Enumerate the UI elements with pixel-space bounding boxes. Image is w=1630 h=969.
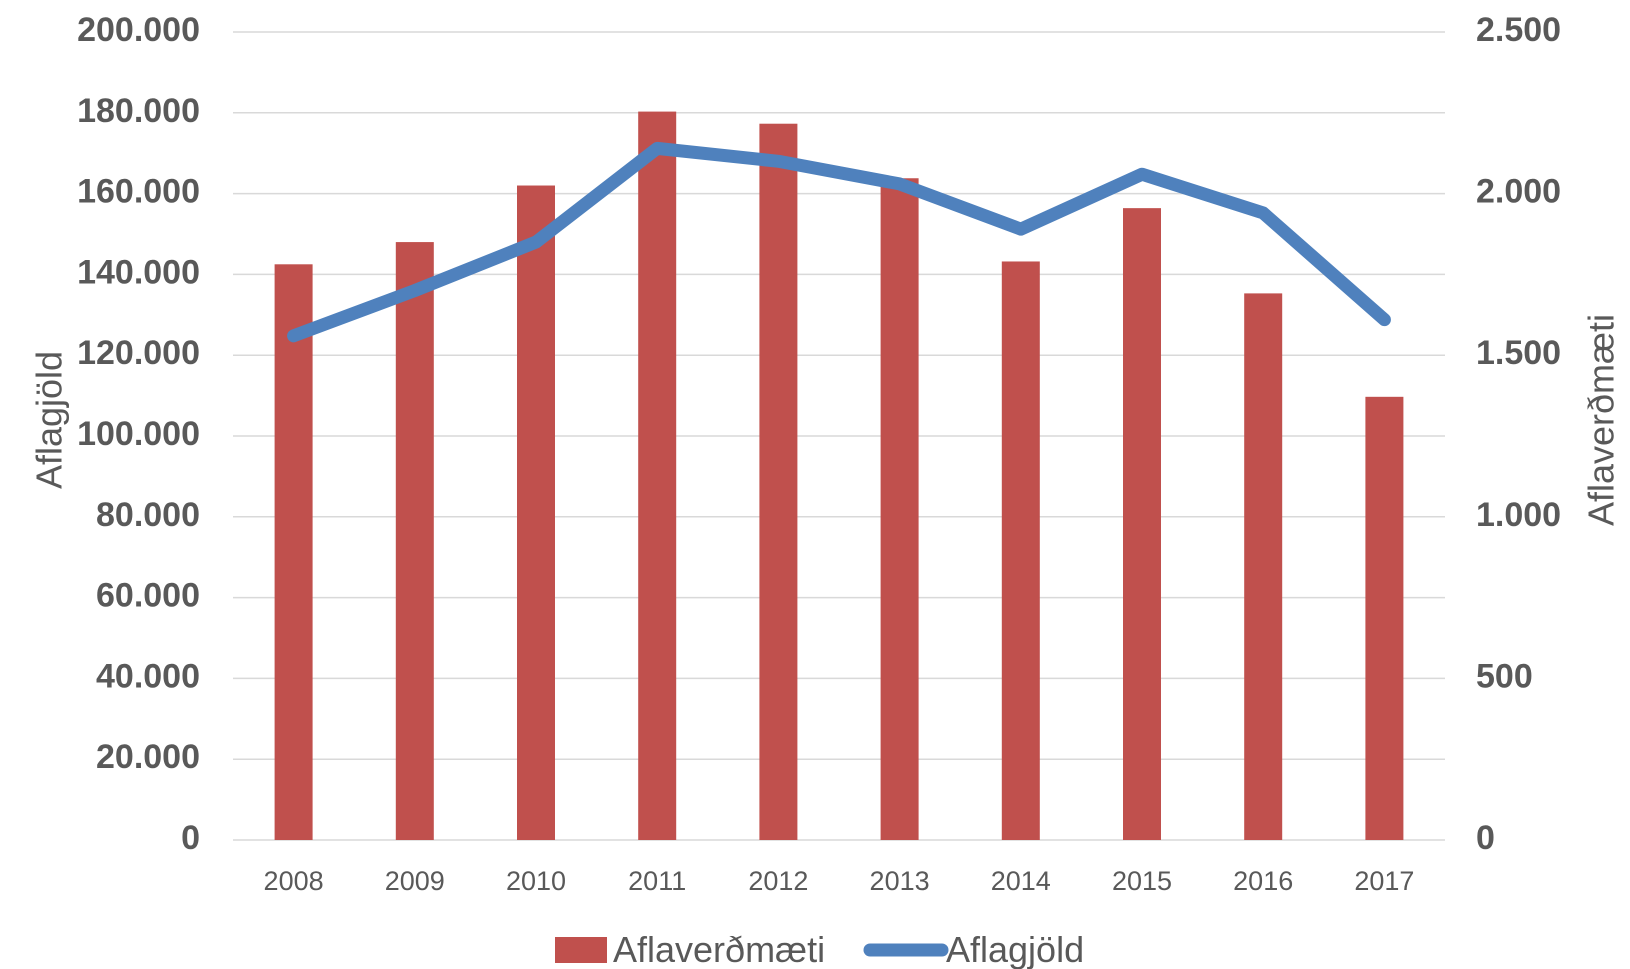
left-tick-label: 60.000 bbox=[96, 577, 200, 615]
right-tick-label: 2.000 bbox=[1476, 173, 1561, 211]
x-tick-label: 2010 bbox=[506, 866, 566, 896]
right-tick-label: 1.000 bbox=[1476, 496, 1561, 534]
x-tick-label: 2013 bbox=[870, 866, 930, 896]
left-tick-label: 140.000 bbox=[77, 253, 200, 291]
x-tick-label: 2014 bbox=[991, 866, 1051, 896]
left-tick-label: 40.000 bbox=[96, 657, 200, 695]
bar-series bbox=[275, 112, 1404, 840]
bar bbox=[517, 186, 555, 840]
right-axis-ticks: 0 500 1.000 1.500 2.000 2.500 bbox=[1476, 11, 1561, 857]
x-tick-label: 2015 bbox=[1112, 866, 1172, 896]
bar bbox=[759, 124, 797, 840]
bar bbox=[881, 178, 919, 840]
left-axis-ticks: 0 20.000 40.000 60.000 80.000 100.000 120.000 1… bbox=[77, 11, 200, 857]
left-axis-title: Aflagjöld bbox=[29, 351, 70, 489]
x-tick-label: 2017 bbox=[1354, 866, 1414, 896]
right-tick-label: 1.500 bbox=[1476, 334, 1561, 372]
x-tick-label: 2016 bbox=[1233, 866, 1293, 896]
legend-label-line: Aflagjöld bbox=[946, 929, 1084, 969]
bar bbox=[638, 112, 676, 840]
bar bbox=[396, 242, 434, 840]
left-tick-label: 120.000 bbox=[77, 334, 200, 372]
bar bbox=[1244, 293, 1282, 840]
line-series-path bbox=[294, 148, 1385, 335]
right-tick-label: 0 bbox=[1476, 819, 1495, 857]
left-tick-label: 0 bbox=[181, 819, 200, 857]
bar bbox=[1002, 261, 1040, 840]
legend: Aflaverðmæti Aflagjöld bbox=[555, 929, 1084, 969]
left-tick-label: 20.000 bbox=[96, 738, 200, 776]
x-tick-label: 2008 bbox=[264, 866, 324, 896]
right-tick-label: 2.500 bbox=[1476, 11, 1561, 49]
left-tick-label: 180.000 bbox=[77, 92, 200, 130]
left-tick-label: 200.000 bbox=[77, 11, 200, 49]
left-tick-label: 160.000 bbox=[77, 173, 200, 211]
legend-swatch-bar bbox=[555, 937, 607, 963]
right-tick-label: 500 bbox=[1476, 657, 1533, 695]
x-axis-ticks: 2008 2009 2010 2011 2012 2013 2014 2015 2016 2017 bbox=[264, 866, 1415, 896]
right-axis-title: Aflaverðmæti bbox=[1581, 314, 1622, 526]
left-tick-label: 80.000 bbox=[96, 496, 200, 534]
bar bbox=[1123, 208, 1161, 840]
x-tick-label: 2012 bbox=[748, 866, 808, 896]
line-series bbox=[294, 148, 1385, 335]
bar bbox=[275, 264, 313, 840]
left-tick-label: 100.000 bbox=[77, 415, 200, 453]
bar bbox=[1365, 397, 1403, 840]
legend-label-bar: Aflaverðmæti bbox=[613, 929, 825, 969]
x-tick-label: 2009 bbox=[385, 866, 445, 896]
x-tick-label: 2011 bbox=[628, 866, 686, 896]
